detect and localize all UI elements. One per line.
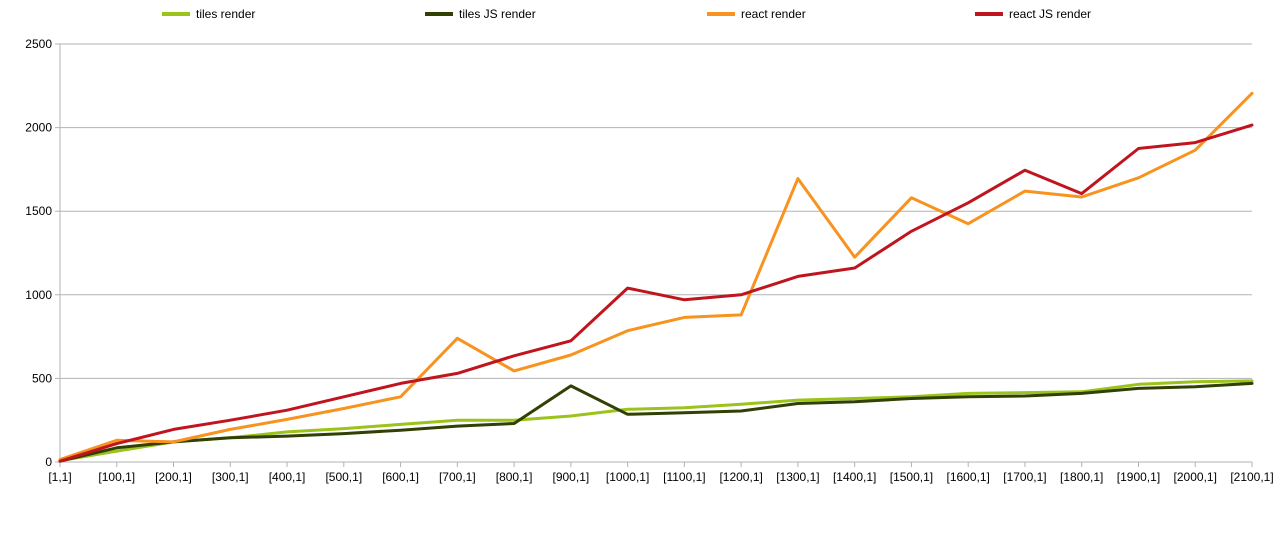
- series-2: [58, 91, 1254, 461]
- legend-label: react JS render: [1009, 7, 1091, 21]
- series-line: [58, 381, 1254, 463]
- legend: tiles render tiles JS render react render r…: [162, 7, 1091, 21]
- axis-layer: 0 500 1000 1500 2000 2500 [1,1] [100,1] [200,1] […: [25, 37, 1273, 484]
- x-tick-label: [600,1]: [382, 470, 419, 484]
- y-tick-label: 1000: [25, 288, 52, 302]
- y-tick-label: 500: [32, 371, 52, 385]
- series-0: [58, 379, 1254, 463]
- x-tick-label: [1900,1]: [1117, 470, 1160, 484]
- series-1: [58, 381, 1254, 463]
- y-tick-label: 2500: [25, 37, 52, 51]
- x-tick-label: [1600,1]: [947, 470, 990, 484]
- legend-item: react render: [707, 7, 806, 21]
- series-line: [58, 123, 1254, 463]
- x-tick-label: [2000,1]: [1174, 470, 1217, 484]
- y-tick-label: 0: [45, 455, 52, 469]
- series-line: [58, 379, 1254, 463]
- x-tick-label: [1700,1]: [1003, 470, 1046, 484]
- x-tick-label: [300,1]: [212, 470, 249, 484]
- series-line: [58, 91, 1254, 461]
- x-tick-label: [1500,1]: [890, 470, 933, 484]
- y-tick-label: 2000: [25, 121, 52, 135]
- x-tick-label: [400,1]: [269, 470, 306, 484]
- legend-item: tiles JS render: [425, 7, 536, 21]
- x-tick-label: [1400,1]: [833, 470, 876, 484]
- x-tick-label: [2100,1]: [1230, 470, 1273, 484]
- x-tick-label: [500,1]: [325, 470, 362, 484]
- x-tick-label: [800,1]: [496, 470, 533, 484]
- x-tick-label: [100,1]: [98, 470, 135, 484]
- x-tick-label: [1,1]: [48, 470, 71, 484]
- x-tick-label: [1100,1]: [663, 470, 705, 484]
- x-tick-label: [200,1]: [155, 470, 192, 484]
- legend-item: tiles render: [162, 7, 255, 21]
- legend-label: tiles render: [196, 7, 255, 21]
- series-layer: [58, 91, 1254, 463]
- x-tick-label: [1300,1]: [776, 470, 819, 484]
- legend-item: react JS render: [975, 7, 1091, 21]
- x-tick-label: [900,1]: [553, 470, 590, 484]
- legend-label: react render: [741, 7, 806, 21]
- x-tick-label: [700,1]: [439, 470, 476, 484]
- y-tick-label: 1500: [25, 204, 52, 218]
- x-tick-label: [1000,1]: [606, 470, 649, 484]
- legend-label: tiles JS render: [459, 7, 536, 21]
- grid-layer: [60, 43, 1252, 463]
- series-3: [58, 123, 1254, 463]
- x-tick-label: [1800,1]: [1060, 470, 1103, 484]
- x-tick-label: [1200,1]: [719, 470, 762, 484]
